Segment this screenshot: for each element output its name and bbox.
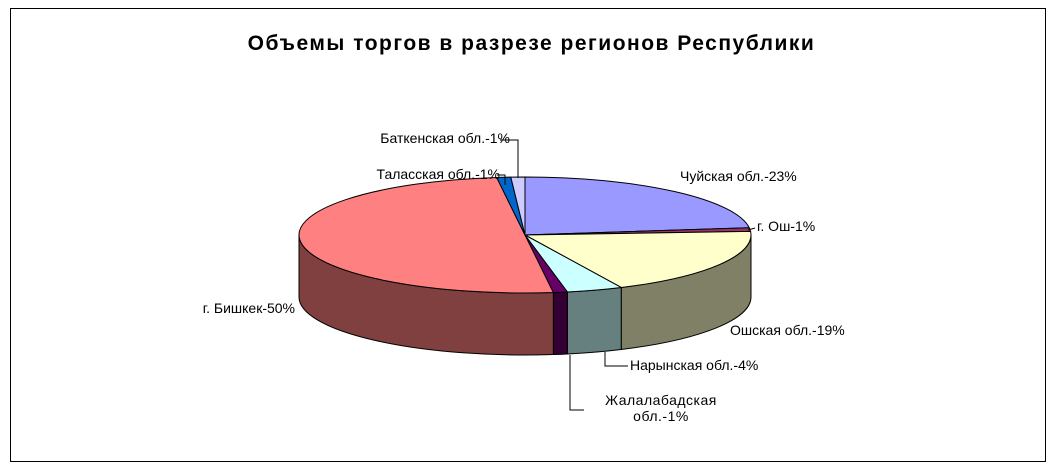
data-label: Баткенская обл.-1% [380, 130, 510, 146]
leader-line [497, 174, 506, 185]
data-label: Чуйская обл.-23% [680, 168, 797, 184]
data-label: Таласская обл.-1% [376, 166, 500, 182]
slice [524, 176, 751, 236]
leader-line [747, 227, 756, 231]
leader-line [500, 139, 519, 178]
slice [298, 176, 555, 294]
data-label: г. Бишкек-50% [202, 300, 295, 316]
slice-side [566, 286, 622, 355]
data-label: г. Ош-1% [757, 218, 816, 234]
data-label: Ошская обл.-19% [730, 322, 845, 338]
data-label: Жалалабадская обл.-1% [605, 392, 717, 424]
chart-title: Объемы торгов в разрезе регионов Республ… [247, 32, 816, 55]
leader-line [569, 355, 584, 411]
slice-side [552, 291, 568, 356]
slice [523, 230, 752, 288]
leader-line [604, 352, 628, 367]
data-label: Нарынская обл.-4% [630, 357, 759, 373]
chart-frame [10, 8, 1046, 462]
